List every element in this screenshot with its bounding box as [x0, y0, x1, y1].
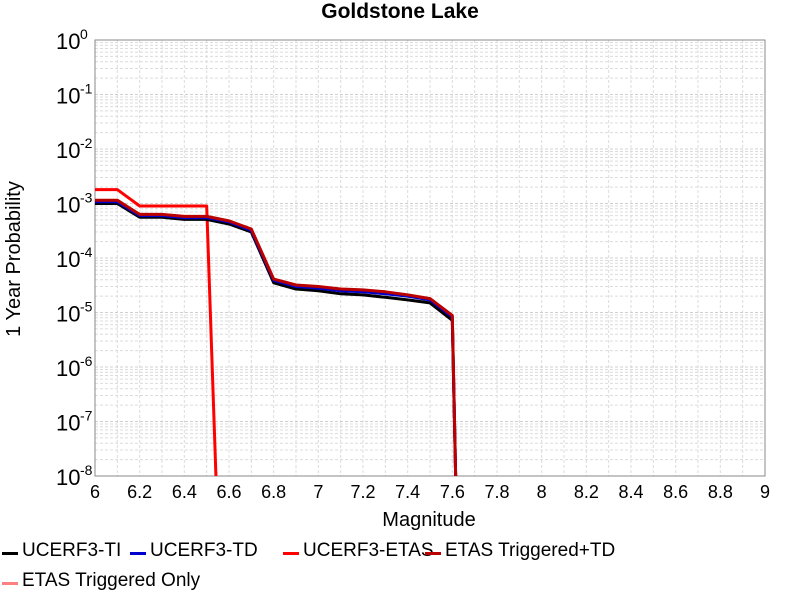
series-line-etas-triggered-td	[95, 198, 458, 476]
y-tick-base: 10	[56, 302, 80, 327]
y-tick-label: 10 -1	[56, 81, 93, 109]
plot-frame	[94, 39, 766, 477]
y-tick-label: 10 0	[56, 26, 88, 54]
legend-label: UCERF3-TD	[150, 540, 258, 561]
legend-swatch	[130, 551, 146, 555]
legend-swatch	[425, 551, 441, 555]
x-axis-label: Magnitude	[382, 509, 475, 531]
x-tick-label: 6.6	[216, 482, 241, 502]
y-tick-exponent: -3	[80, 190, 93, 206]
y-tick-label: 10 -5	[56, 299, 93, 327]
x-tick-labels: 6 6.2 6.4 6.6 6.8 7 7.2 7.4 7.6 7.8 8 8.2 8.4 8.6 8.8 9	[90, 482, 770, 502]
y-tick-label: 10 -6	[56, 353, 93, 381]
x-tick-label: 7	[313, 482, 323, 502]
y-tick-base: 10	[56, 247, 80, 272]
y-tick-base: 10	[56, 411, 80, 436]
legend-item: ETAS Triggered Only	[2, 570, 200, 592]
y-tick-label: 10 -4	[56, 244, 93, 272]
y-tick-exponent: -1	[80, 81, 93, 97]
y-tick-base: 10	[56, 29, 80, 54]
legend-swatch	[283, 551, 299, 555]
x-tick-label: 6.8	[261, 482, 286, 502]
y-tick-label: 10 -8	[56, 462, 93, 490]
x-tick-label: 8.8	[708, 482, 733, 502]
x-tick-label: 8.6	[663, 482, 688, 502]
y-tick-base: 10	[56, 84, 80, 109]
x-tick-label: 6	[90, 482, 100, 502]
y-tick-exponent: -2	[80, 135, 93, 151]
series-line-ucerf3-etas	[95, 188, 218, 476]
y-tick-exponent: -7	[80, 408, 93, 424]
series-layer	[95, 188, 458, 476]
legend-label: UCERF3-TI	[22, 540, 122, 561]
y-tick-base: 10	[56, 138, 80, 163]
y-tick-exponent: -8	[80, 462, 93, 478]
y-tick-base: 10	[56, 356, 80, 381]
legend-label: ETAS Triggered+TD	[445, 540, 616, 561]
y-tick-base: 10	[56, 465, 80, 490]
legend-swatch	[2, 551, 18, 555]
y-tick-exponent: -5	[80, 299, 93, 315]
grid	[94, 40, 766, 477]
y-tick-base: 10	[56, 193, 80, 218]
y-tick-label: 10 -2	[56, 135, 93, 163]
y-tick-exponent: -4	[80, 244, 93, 260]
x-tick-label: 7.8	[484, 482, 509, 502]
chart-title: Goldstone Lake	[321, 0, 479, 23]
x-tick-label: 6.4	[172, 482, 197, 502]
legend-swatch	[2, 581, 18, 585]
series-line-ucerf3-ti	[95, 202, 458, 476]
legend: UCERF3-TI UCERF3-TD UCERF3-ETAS ETAS Trigge…	[0, 536, 800, 600]
y-tick-label: 10 -7	[56, 408, 93, 436]
legend-label: UCERF3-ETAS	[303, 540, 434, 561]
legend-label: ETAS Triggered Only	[22, 570, 201, 591]
y-tick-exponent: -6	[80, 353, 93, 369]
x-tick-label: 8.4	[618, 482, 643, 502]
y-tick-exponent: 0	[80, 26, 88, 42]
legend-item: UCERF3-TI	[2, 540, 121, 562]
x-tick-label: 7.2	[350, 482, 375, 502]
x-tick-label: 8.2	[574, 482, 599, 502]
legend-item: ETAS Triggered+TD	[425, 540, 615, 562]
x-tick-label: 9	[760, 482, 770, 502]
x-tick-label: 6.2	[127, 482, 152, 502]
y-axis-label: 1 Year Probability	[3, 181, 25, 337]
y-tick-label: 10 -3	[56, 190, 93, 218]
legend-item: UCERF3-ETAS	[283, 540, 434, 562]
x-tick-label: 8	[537, 482, 547, 502]
legend-item: UCERF3-TD	[130, 540, 258, 562]
x-tick-label: 7.4	[395, 482, 420, 502]
x-tick-label: 7.6	[440, 482, 465, 502]
